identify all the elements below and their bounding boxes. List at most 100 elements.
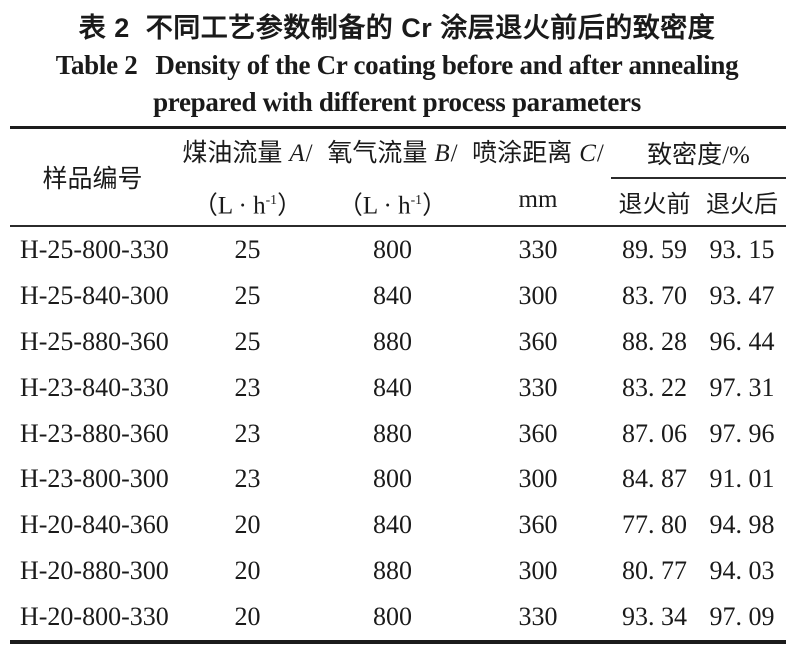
table-row: H-25-800-330 25 800 330 89. 59 93. 15 xyxy=(10,226,786,273)
header-distance-label: 喷涂距离 xyxy=(472,140,573,167)
cell-kerosene-flow: 20 xyxy=(234,556,261,586)
table-caption-en-text: Density of the Cr coating before and aft… xyxy=(155,50,739,80)
cell-density-after: 96. 44 xyxy=(709,326,775,356)
cell-density-after: 97. 09 xyxy=(709,602,775,632)
cell-density-after: 97. 96 xyxy=(709,418,775,448)
header-kerosene-title: 煤油流量 A/ xyxy=(175,129,320,178)
cell-sample-id: H-23-800-300 xyxy=(20,464,169,494)
cell-spray-distance: 300 xyxy=(518,464,558,494)
table-number-en: Table 2 xyxy=(55,50,138,80)
header-oxygen-label: 氧气流量 xyxy=(327,140,428,167)
table-caption-zh-text: 不同工艺参数制备的 Cr 涂层退火前后的致密度 xyxy=(145,13,716,43)
cell-spray-distance: 330 xyxy=(518,234,558,264)
cell-density-after: 94. 98 xyxy=(709,510,775,540)
table-header: 样品编号 煤油流量 A/ （L · h-1） 氧气流量 B/ （L · h-1） 喷… xyxy=(10,127,786,227)
cell-density-before: 87. 06 xyxy=(622,418,687,448)
cell-kerosene-flow: 20 xyxy=(234,602,261,632)
cell-density-after: 97. 31 xyxy=(709,372,775,402)
kerosene-unit-prefix: （L · h xyxy=(192,192,266,220)
header-oxygen-unit: （L · h-1） xyxy=(320,178,465,225)
cell-kerosene-flow: 23 xyxy=(234,464,261,494)
oxygen-unit-suffix: ） xyxy=(422,192,448,220)
cell-sample-id: H-20-880-300 xyxy=(20,556,169,586)
cell-density-before: 93. 34 xyxy=(622,602,687,632)
header-distance-unit: mm xyxy=(518,186,558,213)
cell-density-after: 94. 03 xyxy=(709,556,775,586)
header-row-2: 退火前 退火后 xyxy=(10,178,786,226)
header-row-1: 样品编号 煤油流量 A/ （L · h-1） 氧气流量 B/ （L · h-1） 喷… xyxy=(10,127,786,219)
cell-spray-distance: 360 xyxy=(518,418,558,448)
cell-sample-id: H-20-840-360 xyxy=(20,510,169,540)
cell-density-before: 83. 22 xyxy=(622,372,687,402)
cell-spray-distance: 330 xyxy=(518,372,558,402)
cell-oxygen-flow: 840 xyxy=(373,372,412,402)
kerosene-slash: / xyxy=(305,140,313,167)
cell-oxygen-flow: 880 xyxy=(373,418,412,448)
cell-density-before: 84. 87 xyxy=(622,464,687,494)
header-kerosene-label: 煤油流量 xyxy=(182,140,283,167)
cell-kerosene-flow: 23 xyxy=(234,372,261,402)
header-after-annealing: 退火后 xyxy=(706,192,778,219)
cell-sample-id: H-25-840-300 xyxy=(20,280,169,310)
header-sample-id: 样品编号 xyxy=(42,166,143,193)
header-oxygen-flow: 氧气流量 B/ （L · h-1） xyxy=(320,128,465,227)
oxygen-unit-prefix: （L · h xyxy=(337,192,411,220)
table-row: H-23-800-300 23 800 300 84. 87 91. 01 xyxy=(10,456,786,502)
cell-spray-distance: 360 xyxy=(518,326,558,356)
table-caption-zh: 表 2 不同工艺参数制备的 Cr 涂层退火前后的致密度 xyxy=(0,0,794,47)
kerosene-unit-exponent: -1 xyxy=(265,192,278,207)
cell-density-before: 88. 28 xyxy=(622,326,687,356)
cell-oxygen-flow: 880 xyxy=(373,556,412,586)
oxygen-variable: B xyxy=(434,140,450,167)
table-row: H-20-800-330 20 800 330 93. 34 97. 09 xyxy=(10,594,786,642)
cell-kerosene-flow: 25 xyxy=(234,326,261,356)
cell-sample-id: H-25-800-330 xyxy=(20,234,169,264)
kerosene-variable: A xyxy=(289,140,305,167)
table-row: H-20-880-300 20 880 300 80. 77 94. 03 xyxy=(10,548,786,594)
header-density-group: 致密度/% xyxy=(611,127,786,179)
cell-spray-distance: 330 xyxy=(518,602,558,632)
kerosene-unit-suffix: ） xyxy=(277,192,303,220)
cell-spray-distance: 300 xyxy=(518,556,558,586)
cell-oxygen-flow: 840 xyxy=(373,510,412,540)
cell-sample-id: H-25-880-360 xyxy=(20,326,169,356)
oxygen-slash: / xyxy=(450,140,458,167)
cell-sample-id: H-20-800-330 xyxy=(20,602,169,632)
table-row: H-23-880-360 23 880 360 87. 06 97. 96 xyxy=(10,411,786,457)
cell-spray-distance: 300 xyxy=(518,280,558,310)
cell-oxygen-flow: 800 xyxy=(373,234,412,264)
distance-variable: C xyxy=(579,140,596,167)
table-row: H-25-840-300 25 840 300 83. 70 93. 47 xyxy=(10,273,786,319)
cell-oxygen-flow: 800 xyxy=(373,464,412,494)
cell-density-after: 91. 01 xyxy=(709,464,775,494)
density-table: 样品编号 煤油流量 A/ （L · h-1） 氧气流量 B/ （L · h-1） 喷… xyxy=(10,126,786,645)
cell-kerosene-flow: 23 xyxy=(234,418,261,448)
cell-sample-id: H-23-880-360 xyxy=(20,418,169,448)
header-oxygen-title: 氧气流量 B/ xyxy=(320,129,465,178)
oxygen-unit-exponent: -1 xyxy=(410,192,423,207)
table-number-zh: 表 2 xyxy=(78,13,130,43)
cell-density-before: 80. 77 xyxy=(622,556,687,586)
cell-sample-id: H-23-840-330 xyxy=(20,372,169,402)
cell-density-before: 83. 70 xyxy=(622,280,687,310)
cell-kerosene-flow: 25 xyxy=(234,280,261,310)
table-caption-en-line1: Table 2 Density of the Cr coating before … xyxy=(0,47,794,84)
cell-kerosene-flow: 20 xyxy=(234,510,261,540)
cell-density-before: 89. 59 xyxy=(622,234,687,264)
table-body: H-25-800-330 25 800 330 89. 59 93. 15 H-… xyxy=(10,226,786,642)
cell-oxygen-flow: 840 xyxy=(373,280,412,310)
distance-slash: / xyxy=(596,140,604,167)
cell-density-after: 93. 47 xyxy=(709,280,775,310)
table-row: H-25-880-360 25 880 360 88. 28 96. 44 xyxy=(10,319,786,365)
header-kerosene-flow: 煤油流量 A/ （L · h-1） xyxy=(175,128,320,227)
table-row: H-20-840-360 20 840 360 77. 80 94. 98 xyxy=(10,502,786,548)
table-row: H-23-840-330 23 840 330 83. 22 97. 31 xyxy=(10,365,786,411)
table-caption-en-line2: prepared with different process paramete… xyxy=(153,87,641,117)
cell-oxygen-flow: 880 xyxy=(373,326,412,356)
cell-density-after: 93. 15 xyxy=(709,234,775,264)
cell-density-before: 77. 80 xyxy=(622,510,687,540)
cell-kerosene-flow: 25 xyxy=(234,234,261,264)
cell-oxygen-flow: 800 xyxy=(373,602,412,632)
header-spray-distance: 喷涂距离 C/ mm xyxy=(465,128,611,227)
